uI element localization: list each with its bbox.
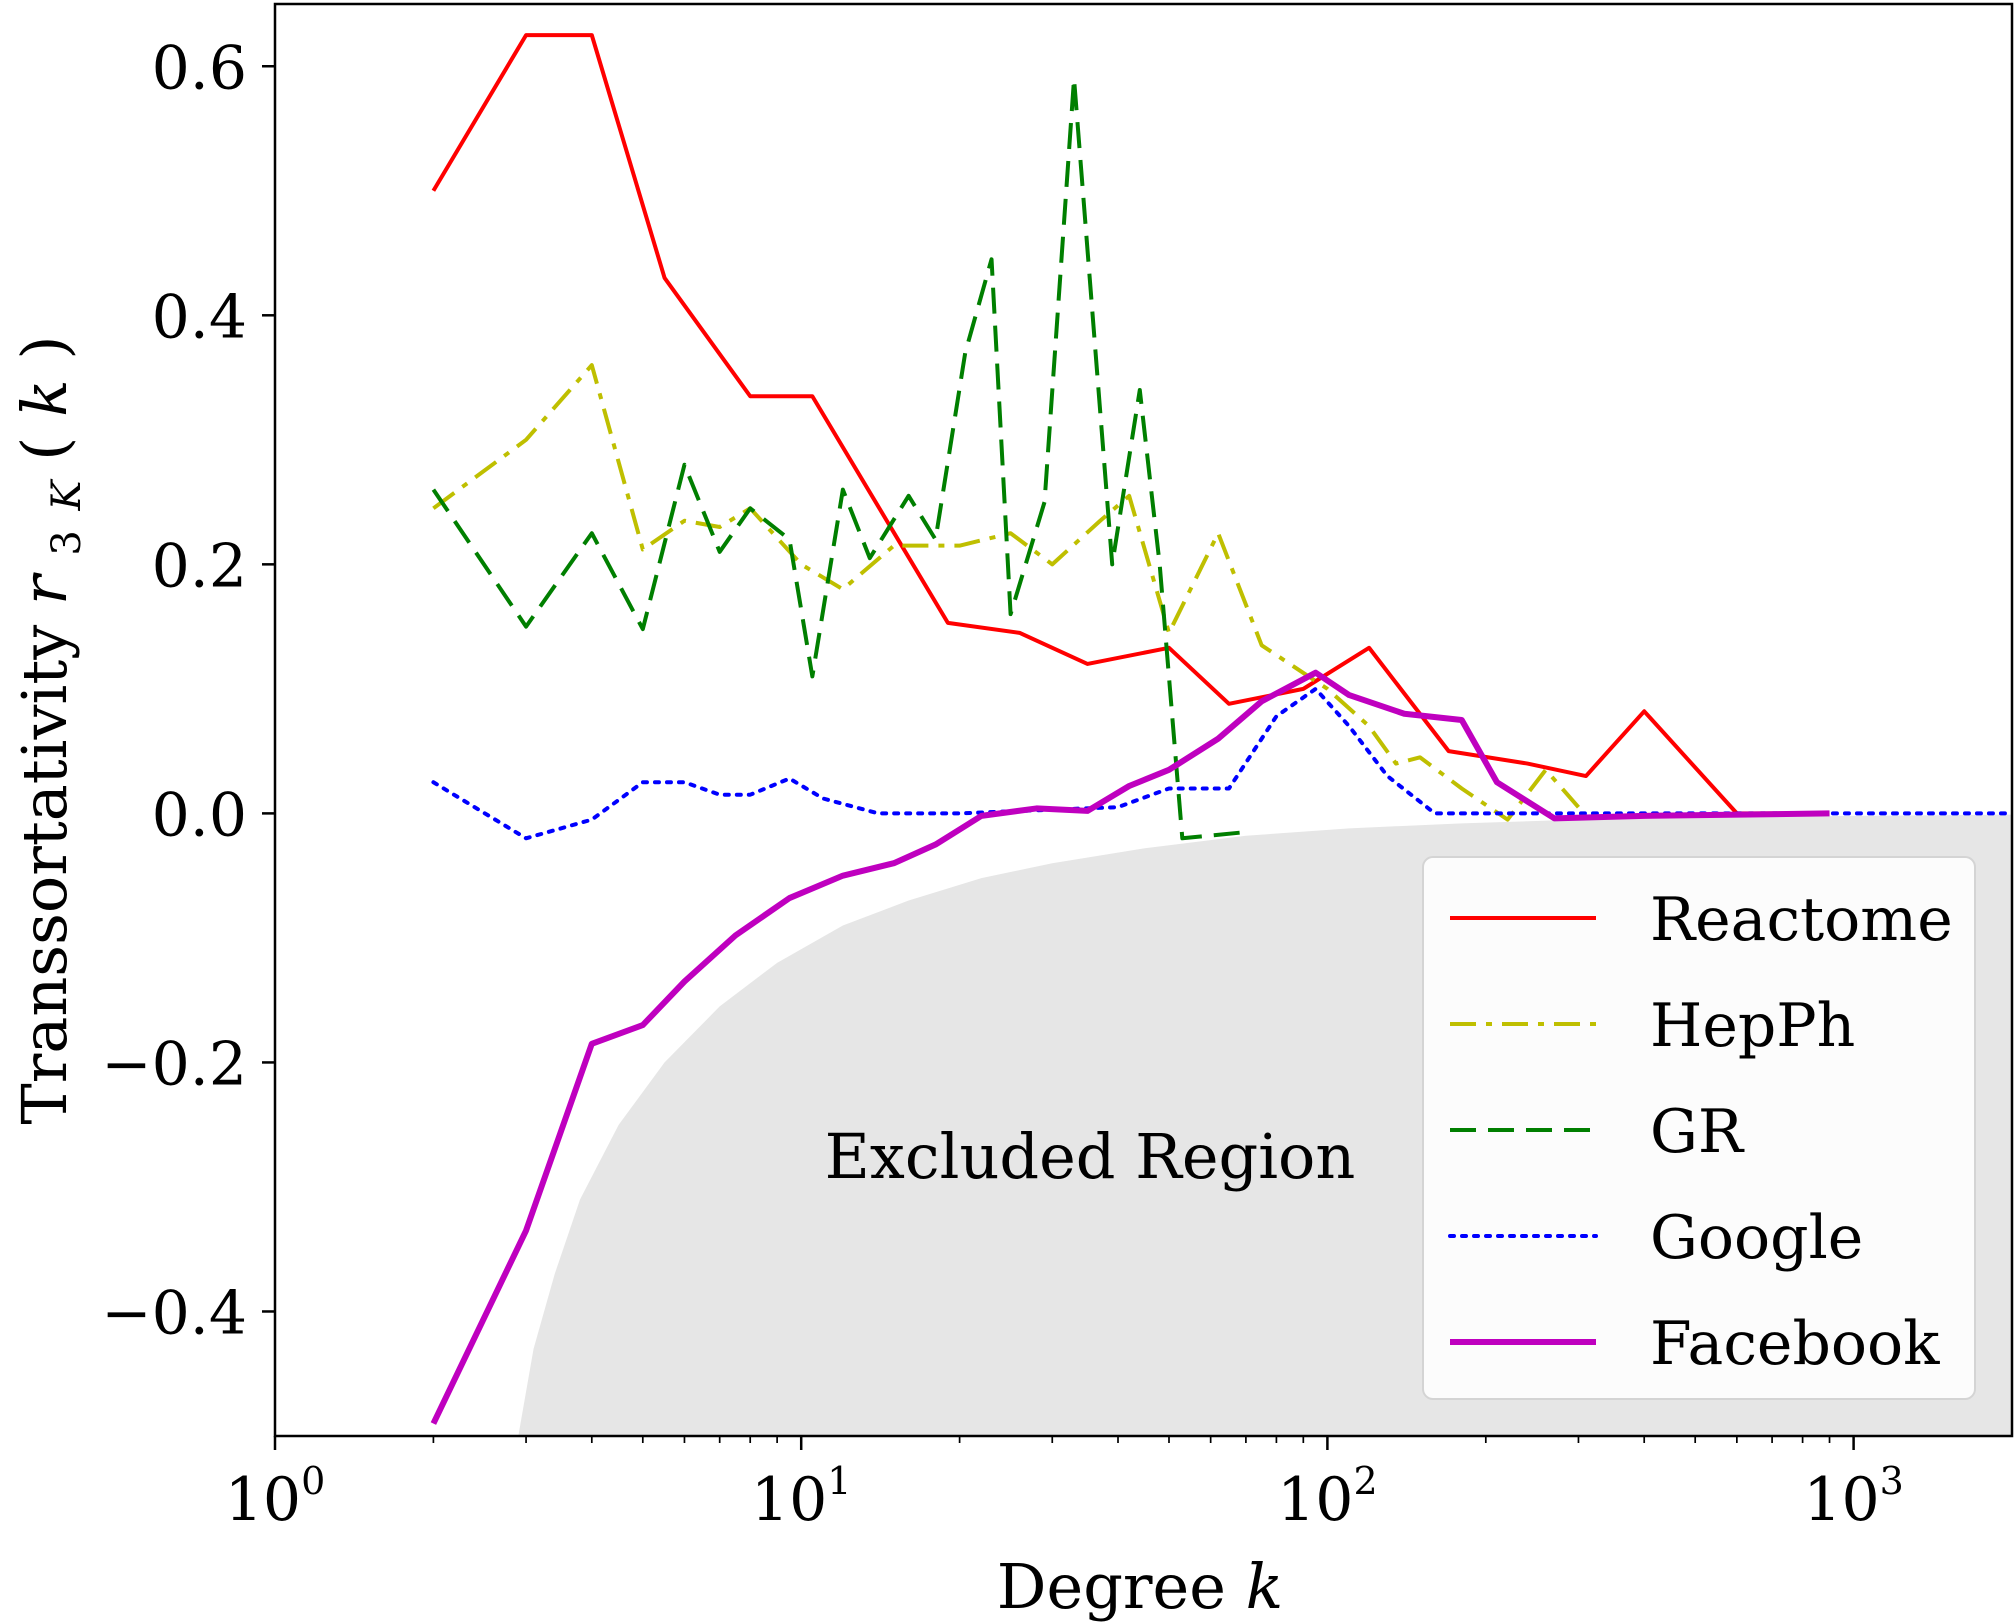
series-line-reactome: [431, 33, 1830, 816]
series-group: [430, 33, 2012, 1425]
y-tick-label-1: 0.4: [152, 282, 247, 352]
x-axis-ticks: 100 101 102 103: [225, 1436, 1904, 1535]
series-line-hepph: [432, 363, 1580, 822]
legend-label-google: Google: [1650, 1203, 1863, 1273]
legend-frame: [1422, 856, 1976, 1400]
series-line-facebook: [430, 669, 1830, 1425]
y-axis-label-subscript-k: K: [44, 478, 90, 511]
series-line-gr: [431, 76, 1247, 841]
x-tick-label-3: 103: [1803, 1459, 1904, 1535]
legend-items: Reactome HepPh GR Google Facebook: [1448, 885, 1953, 1379]
y-axis-ticks: 0.6 0.4 0.2 0.0 −0.2 −0.4: [101, 33, 275, 1348]
legend-label-reactome: Reactome: [1650, 885, 1953, 955]
svg-text:Degree k: Degree k: [997, 1550, 1283, 1623]
y-tick-label-4: −0.2: [101, 1029, 247, 1099]
x-axis-label-var: k: [1246, 1550, 1284, 1623]
y-tick-label-5: −0.4: [101, 1278, 247, 1348]
legend-label-gr: GR: [1650, 1097, 1745, 1167]
legend-label-hepph: HepPh: [1650, 991, 1855, 1061]
x-tick-label-2: 102: [1277, 1459, 1378, 1535]
legend: Reactome HepPh GR Google Facebook: [1422, 856, 1976, 1400]
excluded-region-label: Excluded Region: [825, 1120, 1356, 1193]
legend-label-facebook: Facebook: [1650, 1309, 1940, 1379]
y-tick-label-2: 0.2: [152, 531, 247, 601]
y-axis-label-arg: k: [8, 379, 81, 417]
y-axis-label: Transsortativity r 3 K ( k ): [8, 335, 95, 1124]
y-axis-label-main: Transsortativity: [8, 605, 81, 1125]
y-tick-label-3: 0.0: [152, 780, 247, 850]
x-tick-label-0: 100: [225, 1459, 326, 1535]
y-axis-label-symbol: r: [8, 572, 81, 605]
svg-text:Transsortativity r: Transsortativity r 3 K ( k ): [8, 335, 95, 1124]
x-axis-label-main: Degree: [997, 1550, 1246, 1623]
y-axis-label-paren-close: ): [8, 335, 81, 359]
x-tick-label-1: 101: [751, 1459, 852, 1535]
y-axis-label-paren-open: (: [8, 437, 81, 461]
y-axis-label-subscript: 3: [44, 530, 90, 555]
plot-frame: [273, 2, 2014, 1438]
y-tick-label-0: 0.6: [152, 33, 247, 103]
x-axis-label: Degree k: [997, 1550, 1283, 1623]
